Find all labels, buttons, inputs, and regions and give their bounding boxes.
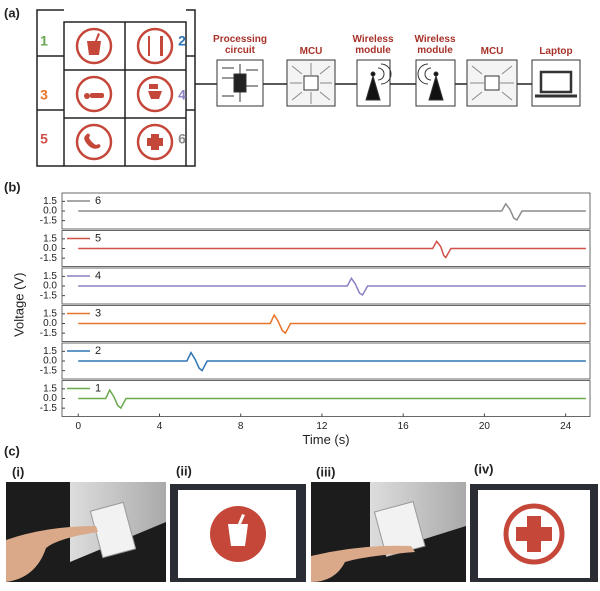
button-icons (75, 27, 174, 161)
panel-label: (b) (4, 179, 21, 194)
block-text: Wireless module (352, 34, 394, 56)
y-tick-label: 1.5 (43, 271, 57, 282)
photo-iv (470, 484, 598, 582)
photo-label: (iii) (316, 464, 336, 479)
y-tick-label: -1.5 (40, 215, 58, 226)
photo-label: (ii) (176, 463, 192, 478)
x-tick-label: 24 (560, 421, 572, 432)
y-tick-label: 0.0 (43, 243, 57, 254)
y-tick-label: 1.5 (43, 196, 57, 207)
block-text: MCU (299, 46, 323, 57)
voltage-line (78, 240, 586, 259)
x-tick-label: 20 (479, 421, 491, 432)
y-tick-label: 1.5 (43, 308, 57, 319)
button-grid (36, 9, 532, 167)
x-tick-label: 12 (316, 421, 328, 432)
voltage-line (78, 313, 586, 335)
legend-label: 5 (95, 232, 101, 244)
button-number: 5 (40, 131, 48, 147)
button-number: 6 (178, 131, 186, 147)
y-tick-label: 1.5 (43, 233, 57, 244)
block-label: Laptop (539, 46, 573, 57)
block-label: Processing circuit (213, 34, 267, 56)
y-tick-label: 0.0 (43, 318, 57, 329)
voltage-line (78, 276, 586, 297)
legend-label: 1 (95, 382, 101, 394)
y-tick-label: -1.5 (40, 403, 58, 414)
photo-ii (170, 484, 306, 582)
y-tick-label: 0.0 (43, 393, 57, 404)
x-axis-label: Time (s) (302, 432, 349, 447)
button-numbers: 1 2 3 4 5 6 (40, 33, 186, 147)
y-tick-label: 1.5 (43, 346, 57, 357)
button-number: 4 (178, 87, 186, 103)
y-tick-label: -1.5 (40, 365, 58, 376)
legend-label: 3 (95, 307, 101, 319)
y-tick-label: 0.0 (43, 206, 57, 217)
legend-label: 6 (95, 195, 101, 207)
voltage-line (78, 388, 586, 410)
legend-label: 2 (95, 345, 101, 357)
photo-label: (i) (12, 464, 24, 479)
panel-label: (c) (4, 443, 20, 458)
x-tick-label: 16 (398, 421, 410, 432)
y-tick-label: -1.5 (40, 290, 58, 301)
y-tick-label: -1.5 (40, 328, 58, 339)
block-icons (216, 59, 581, 107)
voltage-line (78, 202, 586, 222)
button-number: 3 (40, 87, 48, 103)
photo-i (6, 482, 166, 582)
y-tick-label: -1.5 (40, 253, 58, 264)
block-label: MCU (299, 46, 323, 57)
y-tick-label: 1.5 (43, 383, 57, 394)
y-tick-label: 0.0 (43, 356, 57, 367)
legend-label: 4 (95, 270, 101, 282)
panel-label: (a) (4, 5, 20, 20)
block-label: MCU (480, 46, 504, 57)
button-number: 1 (40, 33, 48, 49)
block-text: MCU (480, 46, 504, 57)
icon-glyphs (84, 33, 163, 150)
block-label: Wireless module (352, 34, 394, 56)
chart: 1.50.0-1.511.50.0-1.521.50.0-1.531.50.0-… (11, 192, 591, 447)
y-tick-label: 0.0 (43, 281, 57, 292)
x-tick-label: 4 (157, 421, 163, 432)
block-label: Wireless module (414, 34, 456, 56)
photo-label: (iv) (474, 461, 494, 476)
voltage-line (78, 351, 586, 372)
block-text: Processing circuit (213, 34, 267, 56)
block-text: Wireless module (414, 34, 456, 56)
photo-iii (311, 482, 466, 582)
x-tick-label: 0 (75, 421, 81, 432)
button-number: 2 (178, 33, 186, 49)
x-tick-label: 8 (238, 421, 244, 432)
block-text: Laptop (539, 46, 573, 57)
y-axis-label: Voltage (V) (11, 273, 26, 337)
